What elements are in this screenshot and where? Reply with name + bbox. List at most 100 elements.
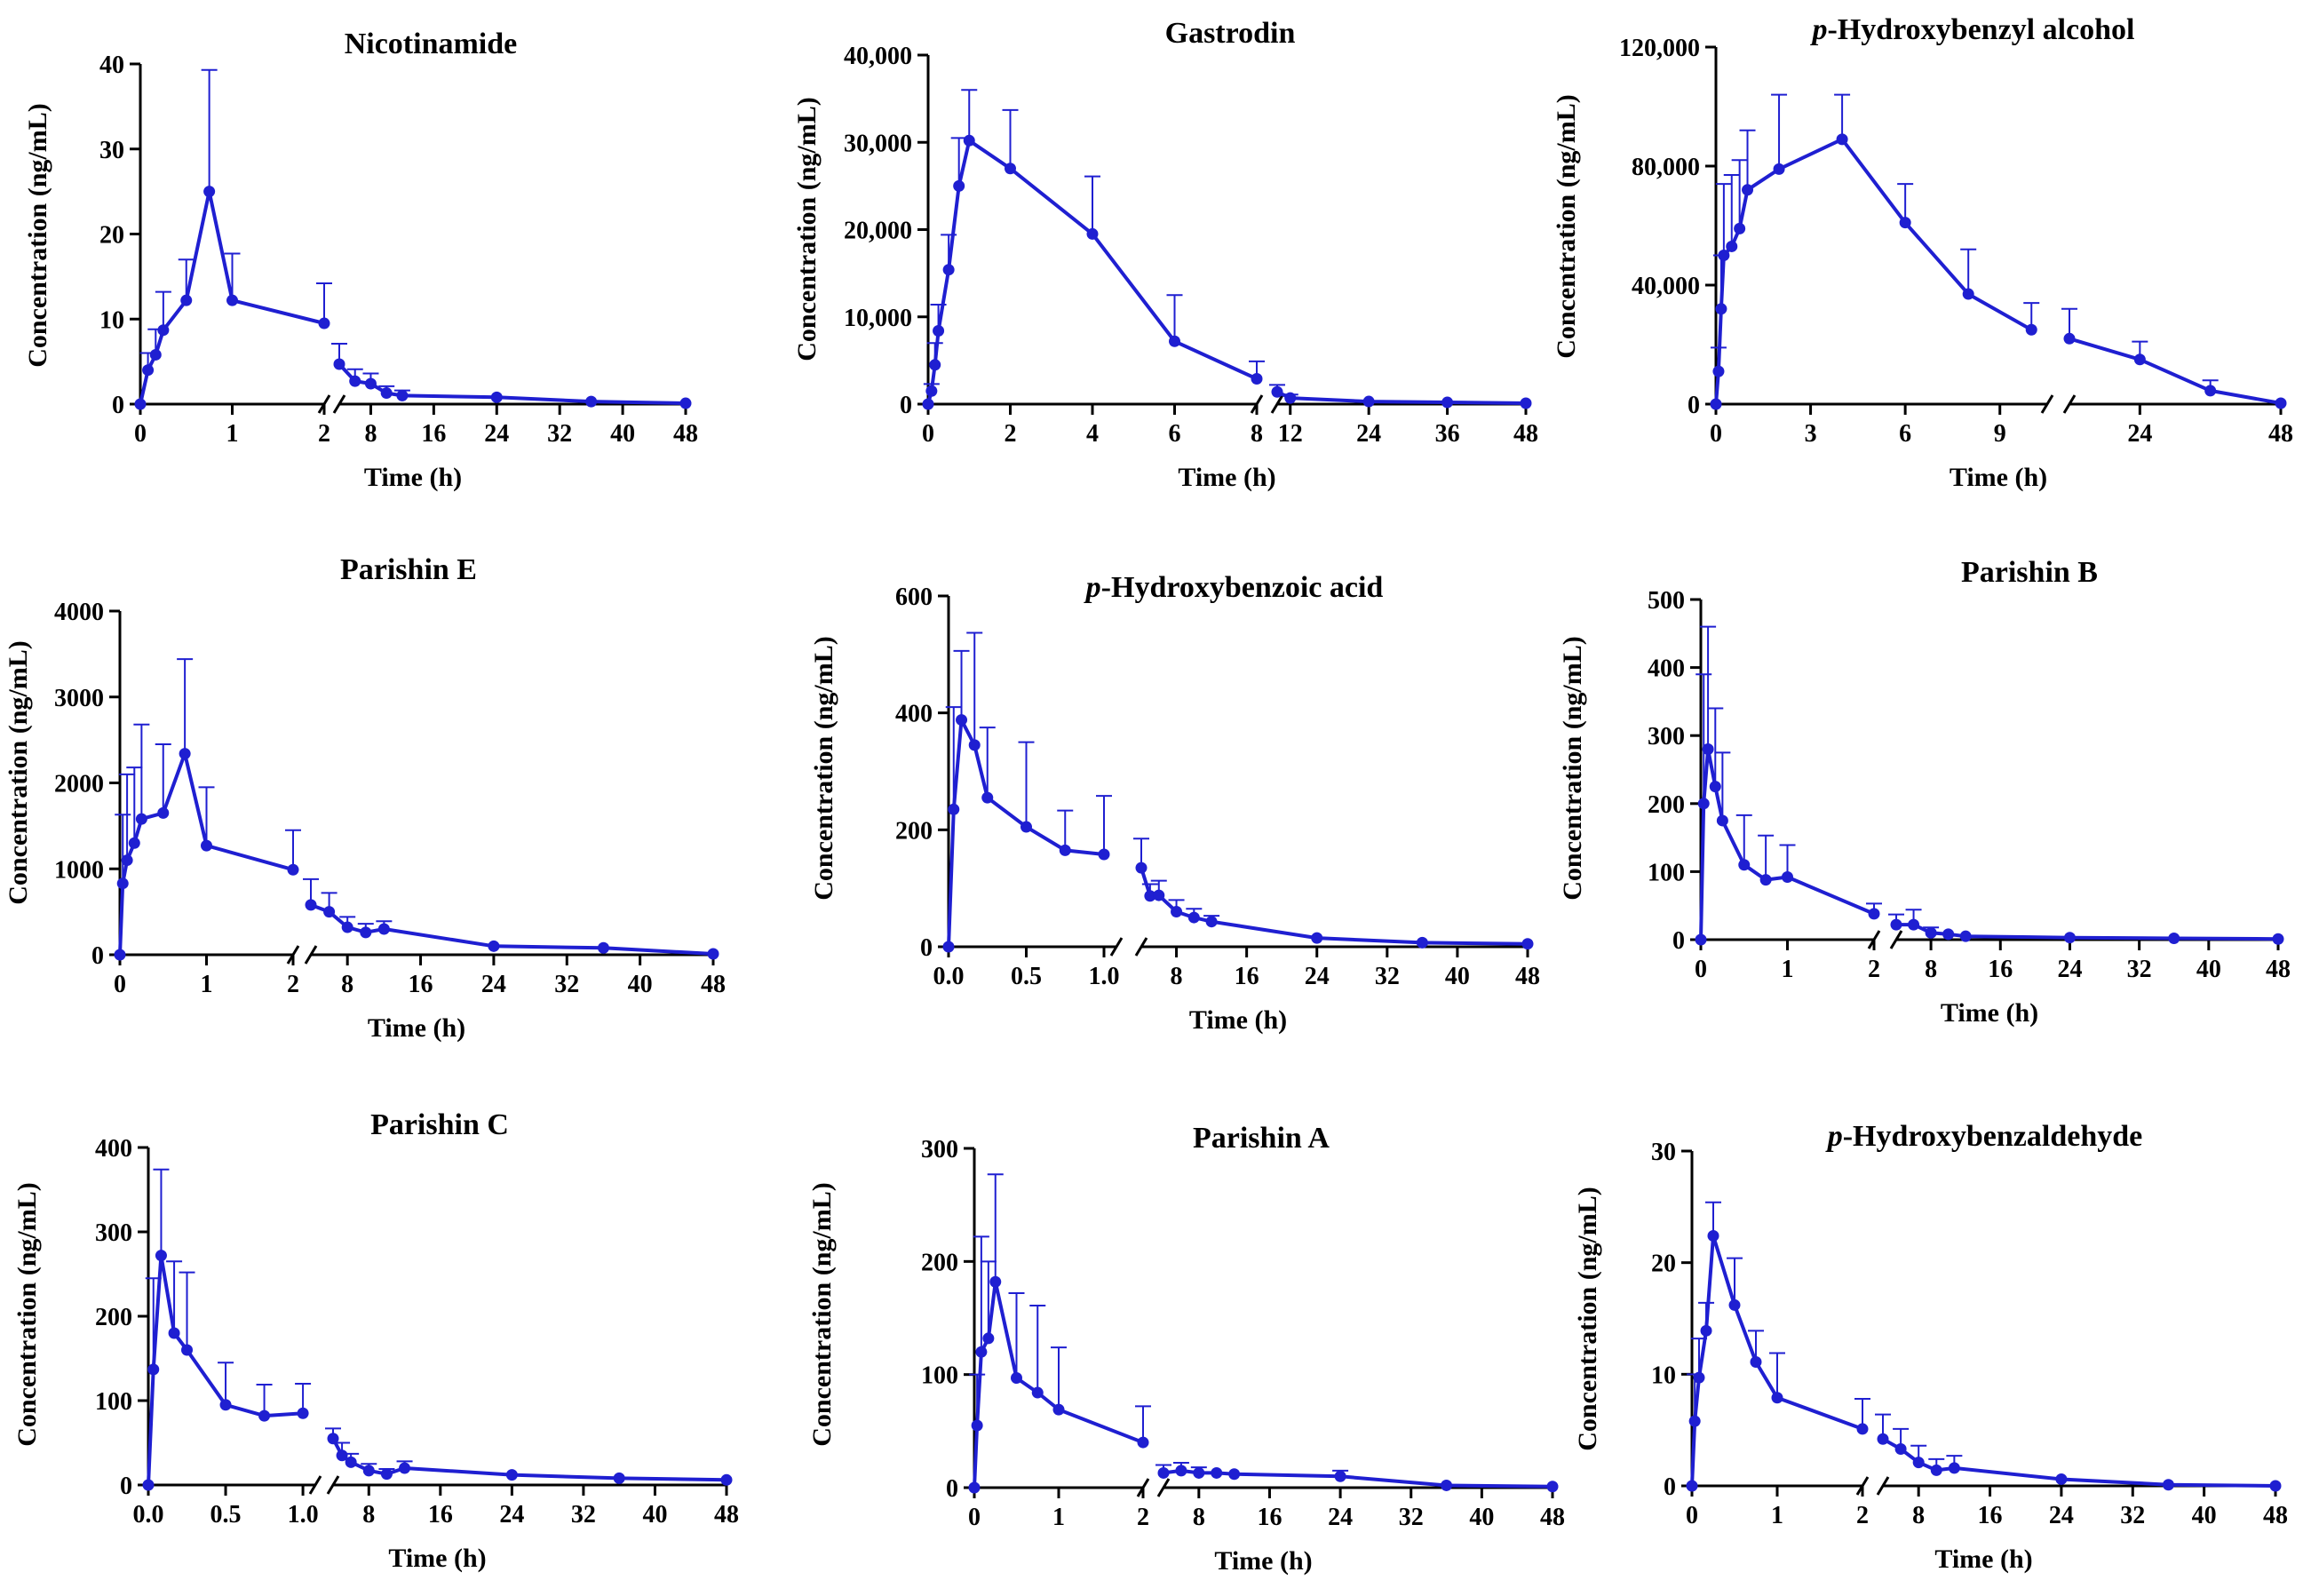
x-axis-label: Time (h) bbox=[364, 463, 462, 492]
data-point bbox=[2063, 932, 2076, 944]
x-tick-label: 8 bbox=[1925, 956, 1937, 983]
data-point bbox=[180, 294, 193, 306]
data-point bbox=[1153, 889, 1165, 901]
data-point bbox=[1521, 938, 1534, 950]
data-point bbox=[971, 1419, 983, 1432]
data-point bbox=[1912, 1457, 1925, 1469]
data-point bbox=[1716, 814, 1728, 827]
data-point bbox=[942, 941, 955, 953]
x-tick-label: 8 bbox=[1912, 1502, 1925, 1529]
x-tick-label: 0.0 bbox=[133, 1501, 164, 1529]
axis-break-mark bbox=[2040, 394, 2054, 414]
chart-panel-3: p-Hydroxybenzyl alcohol 0 40,000 80,000 120,… bbox=[1552, 13, 2293, 492]
data-point bbox=[168, 1327, 180, 1339]
data-point bbox=[1086, 227, 1099, 240]
chart-title: p-Hydroxybenzaldehyde bbox=[1825, 1120, 2143, 1153]
x-axis-label: Time (h) bbox=[1934, 1544, 2032, 1574]
y-tick-label: 300 bbox=[921, 1136, 958, 1163]
y-tick-label: 100 bbox=[1648, 859, 1685, 886]
data-point bbox=[1856, 1423, 1869, 1435]
x-tick-label: 32 bbox=[2127, 956, 2152, 983]
data-point bbox=[1877, 1433, 1889, 1445]
data-point bbox=[2275, 397, 2287, 409]
data-point bbox=[1441, 1479, 1453, 1491]
x-axis-label: Time (h) bbox=[1189, 1005, 1287, 1035]
chart-title: p-Hydroxybenzyl alcohol bbox=[1810, 13, 2135, 46]
y-tick-label: 40,000 bbox=[1632, 273, 1700, 300]
data-point bbox=[948, 803, 960, 815]
chart-title: Parishin A bbox=[1193, 1122, 1330, 1155]
data-point bbox=[1334, 1470, 1346, 1482]
data-point bbox=[1098, 848, 1110, 861]
x-tick-label: 16 bbox=[1978, 1502, 2003, 1529]
chart-panel-4: Parishin E 0 1000 2000 3000 4000 0 1 2 8 16 24 32 40 4… bbox=[4, 553, 726, 1043]
x-tick-label: 48 bbox=[714, 1501, 739, 1529]
data-point bbox=[1520, 397, 1532, 409]
chart-title-italic: p bbox=[1825, 1120, 1843, 1153]
x-tick-label: 24 bbox=[484, 420, 509, 448]
axis-break-mark bbox=[1889, 930, 1903, 949]
data-point bbox=[1836, 133, 1848, 146]
x-tick-label: 32 bbox=[2120, 1502, 2145, 1529]
data-point bbox=[505, 1469, 518, 1481]
x-tick-label: 48 bbox=[673, 420, 698, 448]
data-point bbox=[1169, 335, 1180, 347]
data-point bbox=[114, 949, 126, 961]
y-tick-label: 400 bbox=[1648, 655, 1685, 683]
chart-panel-8: Parishin A 0 100 200 300 0 1 2 8 16 24 32 40 48 Time (… bbox=[807, 1122, 1565, 1576]
y-tick-label: 120,000 bbox=[1619, 35, 1700, 62]
x-tick-label: 40 bbox=[1445, 963, 1470, 990]
chart-title: Parishin B bbox=[1961, 556, 2098, 589]
x-tick-label: 24 bbox=[1328, 1504, 1353, 1531]
x-tick-label: 2 bbox=[1137, 1504, 1149, 1531]
x-tick-label: 16 bbox=[421, 420, 446, 448]
axis-break-mark bbox=[1867, 930, 1881, 949]
data-point bbox=[116, 877, 129, 890]
series-line bbox=[310, 903, 714, 956]
y-axis-label: Concentration (ng/mL) bbox=[1552, 94, 1581, 358]
x-tick-label: 0 bbox=[1686, 1502, 1698, 1529]
y-tick-label: 300 bbox=[95, 1219, 132, 1247]
y-tick-label: 1000 bbox=[54, 856, 104, 884]
data-point bbox=[2025, 323, 2037, 336]
y-tick-label: 0 bbox=[946, 1475, 958, 1503]
data-point bbox=[128, 837, 140, 849]
data-point bbox=[968, 739, 981, 751]
x-tick-label: 9 bbox=[1994, 420, 2006, 448]
y-tick-label: 600 bbox=[895, 584, 933, 611]
x-tick-label: 16 bbox=[1257, 1504, 1282, 1531]
data-point bbox=[1894, 1443, 1907, 1456]
data-point bbox=[1868, 908, 1880, 920]
data-point bbox=[982, 1332, 995, 1345]
y-tick-label: 30 bbox=[1651, 1139, 1676, 1166]
chart-title-italic: p bbox=[1084, 571, 1101, 604]
y-tick-label: 10,000 bbox=[844, 305, 912, 332]
data-point bbox=[1005, 163, 1016, 175]
x-tick-label: 24 bbox=[2057, 956, 2082, 983]
chart-panel-7: Parishin C 0 100 200 300 400 0.0 0.5 1.0 8 16 24 32 4… bbox=[12, 1108, 739, 1573]
data-point bbox=[975, 1346, 988, 1358]
y-tick-label: 10 bbox=[1651, 1362, 1676, 1389]
y-tick-label: 80,000 bbox=[1632, 154, 1700, 181]
data-point bbox=[2063, 332, 2076, 345]
axis-break-mark bbox=[332, 394, 346, 414]
y-tick-label: 3000 bbox=[54, 685, 104, 712]
data-point bbox=[2204, 385, 2217, 397]
x-axis-label: Time (h) bbox=[368, 1013, 465, 1043]
y-tick-label: 40,000 bbox=[844, 43, 912, 70]
x-tick-label: 1 bbox=[1782, 956, 1794, 983]
x-tick-label: 1 bbox=[1771, 1502, 1783, 1529]
x-tick-label: 3 bbox=[1805, 420, 1817, 448]
data-point bbox=[135, 813, 147, 825]
y-tick-label: 400 bbox=[95, 1135, 132, 1163]
data-point bbox=[134, 398, 147, 410]
data-point bbox=[377, 923, 390, 935]
data-point bbox=[922, 398, 934, 410]
data-point bbox=[318, 317, 330, 330]
data-point bbox=[2269, 1480, 2282, 1492]
data-point bbox=[1710, 398, 1722, 410]
data-point bbox=[1441, 396, 1454, 409]
data-point bbox=[1211, 1466, 1223, 1479]
series-line bbox=[118, 751, 294, 956]
